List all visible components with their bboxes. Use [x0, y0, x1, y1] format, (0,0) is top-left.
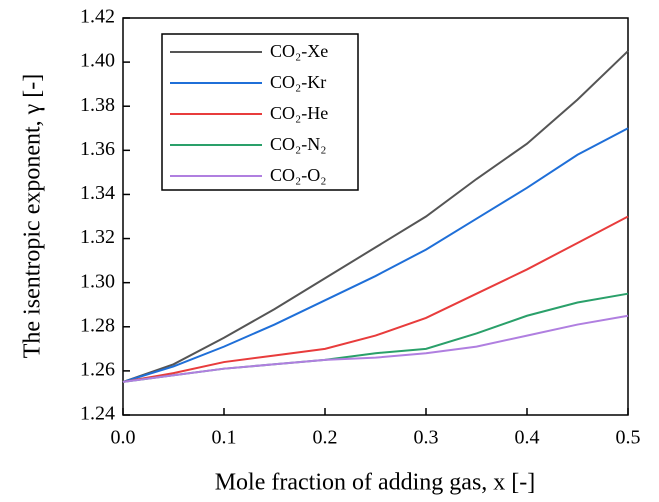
x-tick-label: 0.2 [313, 427, 338, 449]
legend-label: CO₂-He [270, 103, 328, 123]
x-tick-label: 0.3 [414, 427, 439, 449]
data-line [122, 292, 629, 383]
x-axis-label: Mole fraction of adding gas, x [-] [215, 470, 536, 496]
y-tick-label: 1.40 [80, 50, 115, 72]
legend-box [161, 33, 359, 191]
x-tick-label: 0.0 [111, 427, 136, 449]
data-line [122, 314, 629, 383]
legend-label: CO₂-N₂ [270, 134, 327, 154]
x-tick-label: 0.1 [212, 427, 237, 449]
data-line [122, 215, 629, 383]
y-tick-label: 1.26 [80, 358, 115, 380]
y-tick-label: 1.34 [80, 182, 115, 204]
y-tick-label: 1.36 [80, 138, 115, 160]
y-tick-label: 1.28 [80, 314, 115, 336]
y-tick-label: 1.32 [80, 226, 115, 248]
legend-label: CO₂-Kr [270, 72, 326, 92]
data-line [122, 127, 629, 383]
x-tick-label: 0.4 [515, 427, 540, 449]
y-axis-label: The isentropic exponent, γ [-] [20, 74, 46, 359]
legend-label: CO₂-Xe [270, 41, 328, 61]
y-tick-label: 1.24 [80, 403, 115, 425]
y-tick-label: 1.30 [80, 270, 115, 292]
legend-label: CO₂-O₂ [270, 165, 327, 185]
x-tick-label: 0.5 [616, 427, 641, 449]
y-tick-label: 1.42 [80, 6, 115, 28]
data-line [122, 50, 629, 383]
y-tick-label: 1.38 [80, 94, 115, 116]
